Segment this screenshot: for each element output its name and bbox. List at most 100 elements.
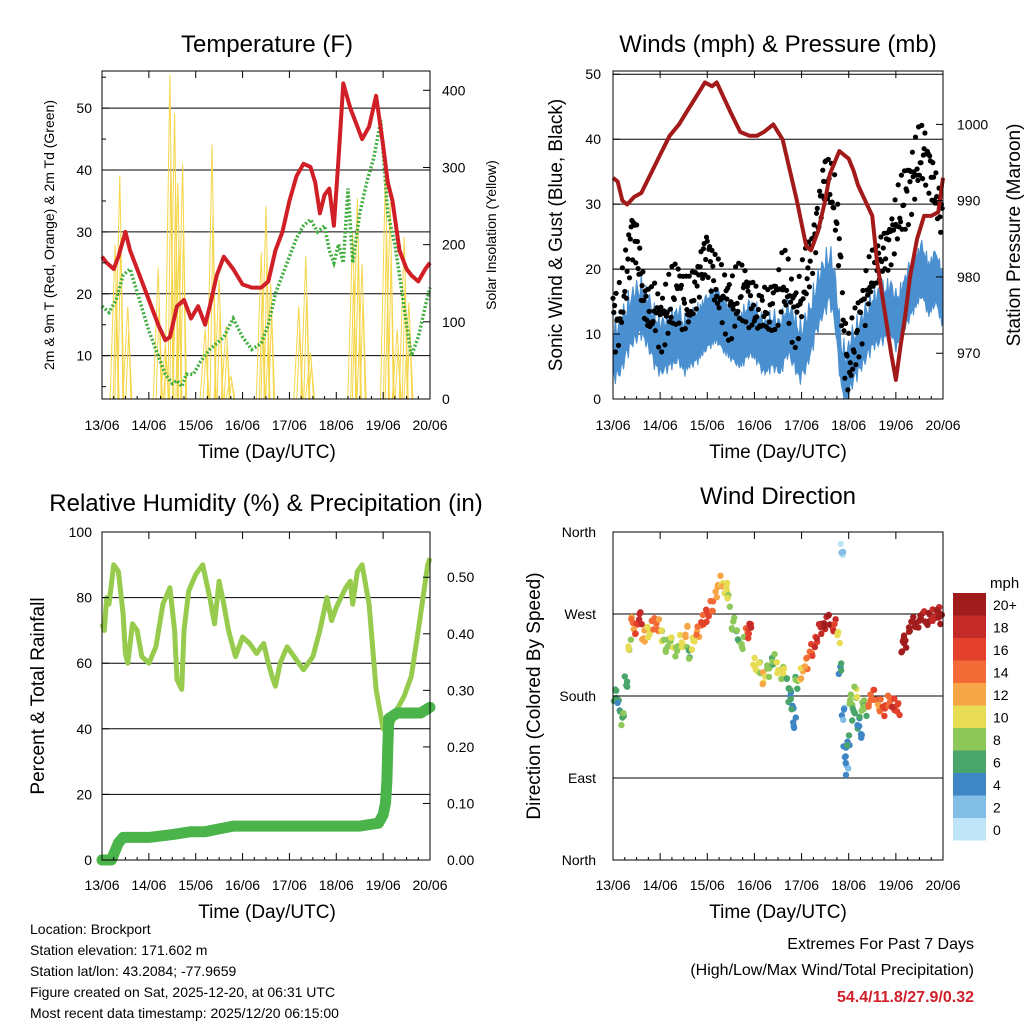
gust-point: [806, 284, 813, 290]
direction-point: [856, 722, 863, 730]
gust-point: [838, 254, 844, 260]
direction-point: [839, 548, 847, 556]
gust-point: [734, 300, 740, 306]
gust-point: [836, 236, 842, 242]
gust-point: [735, 308, 741, 314]
direction-point: [836, 639, 843, 647]
direction-point: [698, 619, 705, 626]
temperature-x-label: Time (Day/UTC): [198, 442, 336, 463]
gust-point: [676, 320, 682, 326]
direction-point: [821, 623, 828, 631]
gust-point: [650, 318, 656, 324]
direction-point: [844, 742, 851, 749]
gust-point: [789, 339, 795, 345]
gust-point: [724, 296, 730, 302]
gust-point: [616, 279, 622, 286]
x-tick-label: 16/06: [737, 417, 772, 433]
temperature-y-tick-label: 40: [76, 162, 92, 178]
x-tick-label: 14/06: [643, 877, 678, 893]
pressure-y-tick-label: 970: [957, 345, 981, 361]
gust-point: [681, 296, 687, 302]
x-tick-label: 20/06: [412, 877, 447, 893]
gust-point: [668, 314, 674, 320]
direction-point: [863, 712, 870, 720]
gust-point: [785, 256, 791, 262]
gust-point: [747, 293, 754, 299]
gust-point: [817, 188, 823, 194]
gust-point: [860, 287, 866, 294]
direction-point: [891, 695, 898, 702]
gust-point: [811, 222, 817, 228]
direction-point: [847, 691, 854, 698]
direction-point: [620, 710, 627, 717]
direction-y-tick-label: North: [562, 852, 596, 868]
x-tick-label: 14/06: [643, 417, 678, 433]
gust-point: [718, 262, 725, 268]
direction-point: [838, 660, 845, 667]
solar-insolation-spike: [403, 302, 414, 400]
direction-point: [884, 692, 892, 699]
gust-point: [693, 306, 699, 312]
gust-point: [775, 322, 781, 328]
solar-insolation-spike: [356, 263, 367, 400]
gust-point: [623, 295, 630, 301]
speed-legend-label: 20+: [993, 597, 1017, 613]
solar-y-tick-label: 400: [442, 82, 466, 98]
solar-insolation-spike: [300, 256, 311, 400]
gust-point: [788, 299, 794, 305]
gust-point: [722, 331, 729, 337]
direction-point: [809, 652, 816, 660]
gust-point: [666, 271, 672, 277]
gust-point: [705, 274, 711, 280]
direction-point: [845, 732, 853, 739]
direction-point: [797, 675, 805, 682]
gust-point: [825, 156, 831, 162]
gust-point: [863, 268, 869, 274]
direction-point: [898, 649, 905, 656]
gust-point: [873, 280, 879, 286]
direction-point: [906, 627, 913, 635]
direction-point: [764, 662, 771, 669]
solar-insolation-spike: [206, 144, 217, 400]
gust-point: [707, 259, 714, 265]
direction-point: [682, 633, 689, 641]
gust-point: [710, 263, 716, 269]
humidity-title: Relative Humidity (%) & Precipitation (i…: [49, 490, 482, 517]
gust-point: [839, 323, 845, 329]
x-tick-label: 13/06: [595, 417, 630, 433]
gust-point: [640, 269, 646, 275]
gust-point: [883, 256, 889, 262]
gust-point: [743, 319, 749, 325]
gust-point: [769, 301, 776, 307]
gust-point: [732, 323, 738, 329]
solar-y-tick-label: 200: [442, 237, 466, 253]
gust-point: [637, 245, 643, 251]
gust-point: [930, 160, 936, 166]
gust-point: [620, 309, 626, 315]
gust-point: [786, 320, 792, 326]
direction-point: [733, 627, 741, 634]
gust-point: [664, 310, 670, 316]
figure-created: Figure created on Sat, 2025-12-20, at 06…: [30, 984, 336, 1000]
gust-point: [634, 222, 640, 228]
gust-point: [658, 304, 664, 310]
direction-point: [790, 724, 798, 732]
direction-point: [728, 625, 735, 632]
winds-y2-label: Station Pressure (Maroon): [1004, 124, 1024, 347]
pressure-y-tick-label: 1000: [957, 116, 988, 132]
gust-point: [795, 336, 802, 342]
gust-point: [624, 268, 630, 274]
direction-point: [894, 701, 901, 708]
gust-point: [764, 310, 770, 317]
gust-point: [615, 342, 622, 348]
speed-legend-label: 18: [993, 620, 1009, 636]
solar-insolation-spike: [164, 74, 175, 400]
gust-point: [685, 319, 692, 325]
gust-point: [639, 283, 645, 289]
precip-y-tick-label: 0.40: [447, 626, 474, 642]
x-tick-label: 13/06: [84, 417, 119, 433]
gust-point: [839, 290, 846, 296]
gust-point: [845, 387, 851, 393]
gust-point: [892, 197, 898, 203]
speed-legend-swatch: [953, 728, 986, 751]
